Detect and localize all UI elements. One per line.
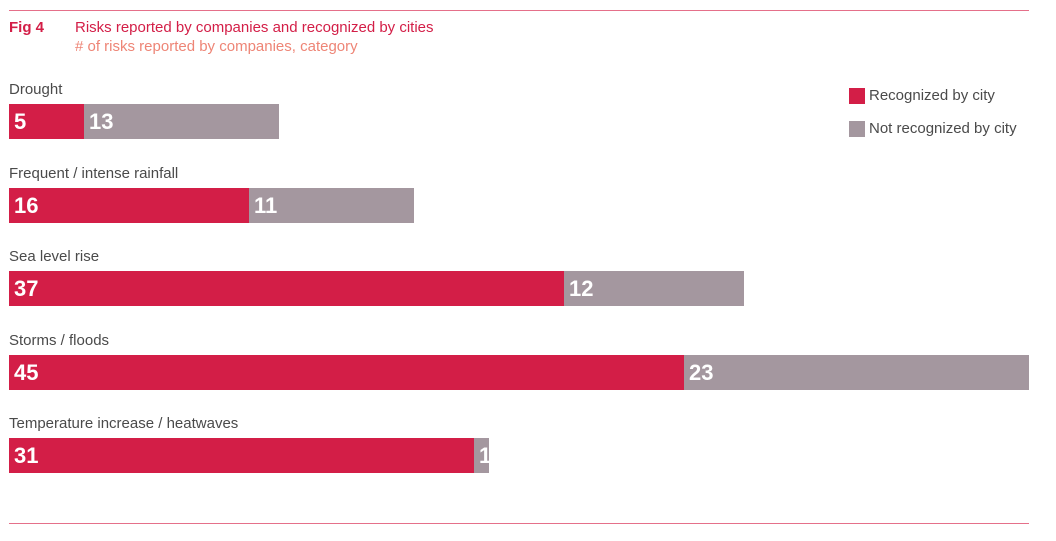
data-label: 1 <box>479 443 492 468</box>
figure-label: Fig 4 <box>9 19 45 36</box>
bar-segment-not-recognized: 13 <box>84 104 279 139</box>
category-label-temperature-heatwaves: Temperature increase / heatwaves <box>9 415 239 432</box>
data-label: 23 <box>689 360 714 385</box>
bar-segment-recognized: 5 <box>9 104 84 139</box>
bottom-rule <box>9 523 1029 524</box>
bar-segment-not-recognized: 12 <box>564 271 744 306</box>
chart-title: Risks reported by companies and recogniz… <box>75 19 434 36</box>
top-rule <box>9 10 1029 11</box>
category-label-drought: Drought <box>9 81 63 98</box>
legend-label-not-recognized: Not recognized by city <box>869 120 1017 137</box>
chart-subtitle: # of risks reported by companies, catego… <box>75 38 358 55</box>
data-label: 37 <box>14 276 39 301</box>
legend-swatch-recognized <box>849 88 865 104</box>
bar-segment-recognized: 31 <box>9 438 474 473</box>
data-label: 11 <box>254 193 278 218</box>
category-label-sea-level-rise: Sea level rise <box>9 248 100 265</box>
data-label: 45 <box>14 360 39 385</box>
data-label: 16 <box>14 193 39 218</box>
data-label: 12 <box>569 276 594 301</box>
bar-segment-not-recognized: 1 <box>474 438 492 473</box>
bar-segment-recognized: 37 <box>9 271 564 306</box>
data-label: 13 <box>89 109 114 134</box>
bar-segment-recognized: 16 <box>9 188 249 223</box>
bar-segment-not-recognized: 11 <box>249 188 414 223</box>
legend-label-recognized: Recognized by city <box>869 87 995 104</box>
bar-segment-not-recognized: 23 <box>684 355 1029 390</box>
data-label: 5 <box>14 109 27 134</box>
category-label-rainfall: Frequent / intense rainfall <box>9 165 179 182</box>
data-label: 31 <box>14 443 39 468</box>
category-label-storms-floods: Storms / floods <box>9 332 110 349</box>
legend-swatch-not-recognized <box>849 121 865 137</box>
bar-segment-recognized: 45 <box>9 355 684 390</box>
